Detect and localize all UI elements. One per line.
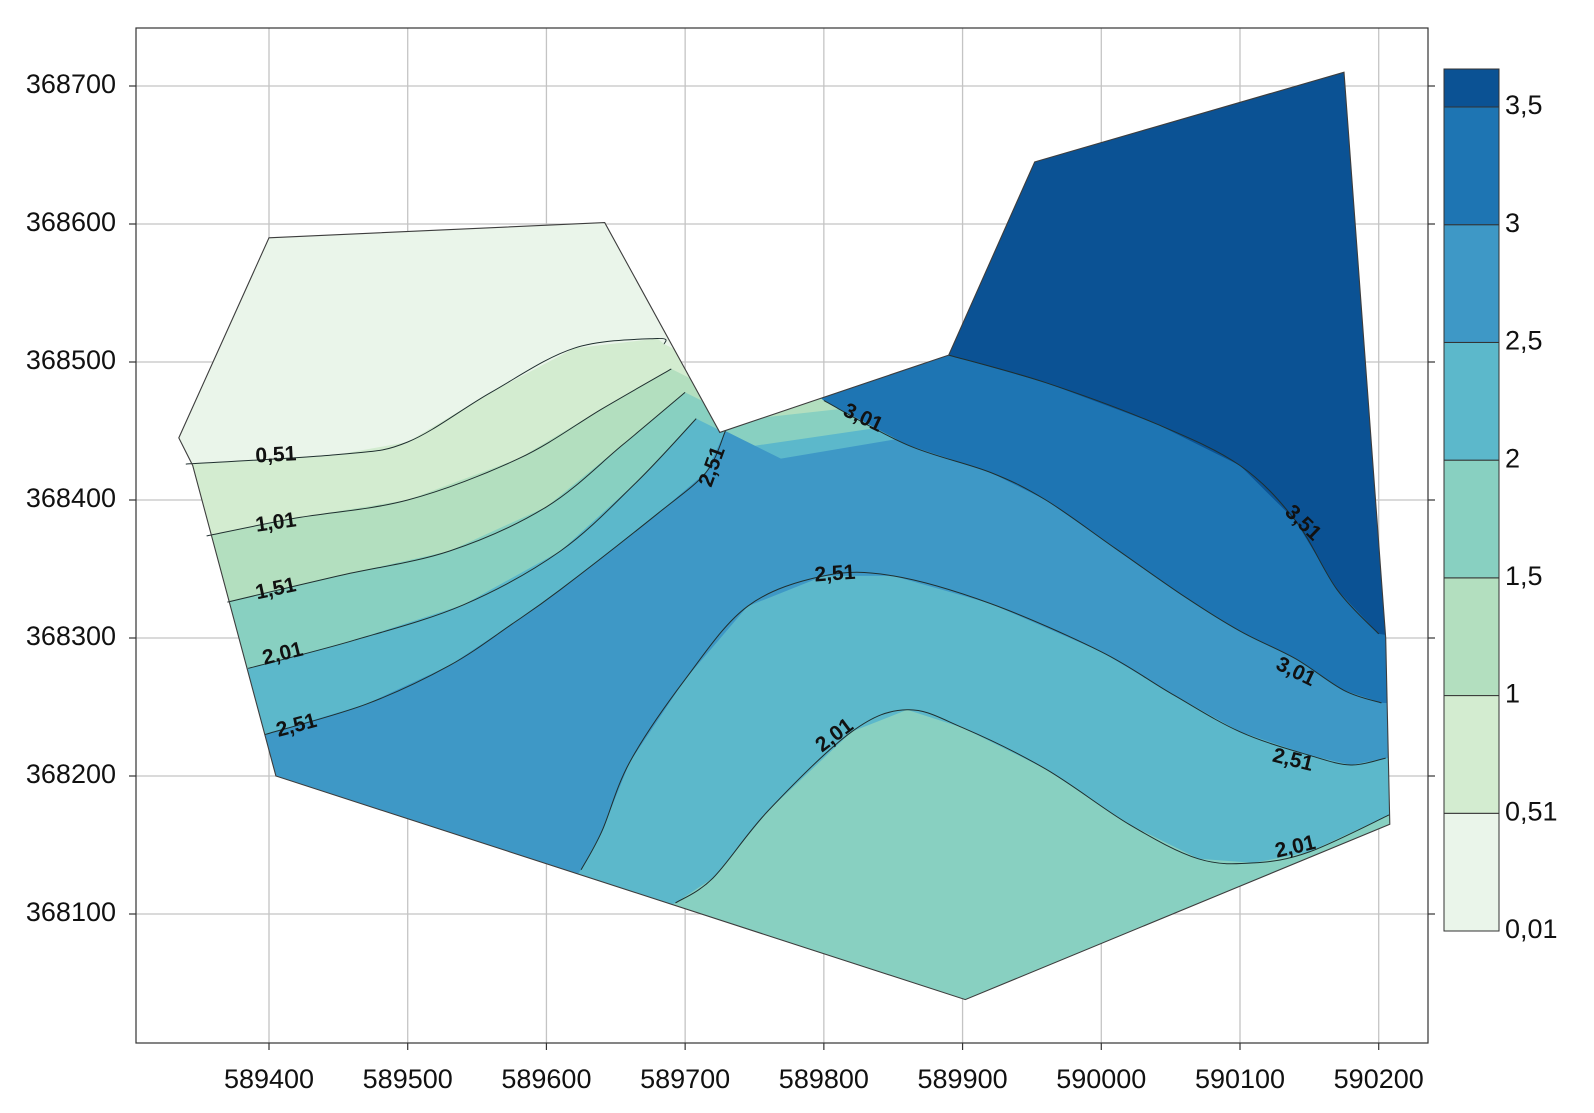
contour-lines <box>185 337 1391 904</box>
colorbar-label: 1,5 <box>1505 561 1543 591</box>
y-tick-label: 368300 <box>26 621 116 651</box>
y-tick-label: 368400 <box>26 483 116 513</box>
contour-line-3_51 <box>948 354 1380 635</box>
contour-line-1_01 <box>206 368 672 537</box>
x-tick-label: 590200 <box>1334 1064 1424 1094</box>
contour-label: 1,01 <box>254 508 298 537</box>
colorbar-swatch <box>1443 459 1500 579</box>
x-tick-label: 589400 <box>224 1064 314 1094</box>
x-tick-label: 589600 <box>501 1064 591 1094</box>
contour-line-0_51 <box>185 337 667 465</box>
y-tick-label: 368100 <box>26 897 116 927</box>
band-south-1.51-2.01 <box>629 709 1390 1000</box>
domain-outline <box>178 71 1391 1001</box>
filled-contours <box>178 72 1390 1000</box>
y-tick-label: 368600 <box>26 207 116 237</box>
colorbar-swatch <box>1443 577 1500 697</box>
colorbar-label: 2,5 <box>1505 326 1543 356</box>
x-tick-label: 589900 <box>918 1064 1008 1094</box>
colorbar-swatch <box>1443 812 1500 932</box>
x-tick-label: 590100 <box>1195 1064 1285 1094</box>
x-tick-label: 589700 <box>640 1064 730 1094</box>
colorbar-label: 2 <box>1505 443 1520 473</box>
x-tick-label: 590000 <box>1056 1064 1146 1094</box>
colorbar-label: 0,01 <box>1505 914 1558 944</box>
y-tick-label: 368200 <box>26 759 116 789</box>
colorbar-swatch <box>1443 341 1500 461</box>
colorbar-label: 3,5 <box>1505 90 1543 120</box>
colorbar-label: 3 <box>1505 208 1520 238</box>
contour-label: 0,51 <box>255 442 297 467</box>
contour-line-1_51 <box>227 392 686 603</box>
colorbar-swatch <box>1443 695 1500 814</box>
colorbar-swatch <box>1443 224 1500 343</box>
colorbar-swatch <box>1443 106 1500 226</box>
colorbar: 0,01 0,51 1 1,5 2 2,5 3 3,5 <box>1443 68 1558 944</box>
contour-line-2_01 <box>248 418 697 669</box>
contour-line-2_01 <box>675 709 1391 904</box>
y-axis: 368100 368200 368300 368400 368500 368600 3687… <box>26 69 1435 927</box>
contour-label: 2,51 <box>814 561 857 587</box>
y-tick-label: 368700 <box>26 69 116 99</box>
colorbar-label: 0,51 <box>1505 796 1558 826</box>
contour-line-2_51 <box>264 430 726 736</box>
y-tick-label: 368500 <box>26 345 116 375</box>
colorbar-label: 1 <box>1505 679 1520 709</box>
contour-line-3_01 <box>823 400 1382 704</box>
x-tick-label: 589500 <box>363 1064 453 1094</box>
colorbar-swatch <box>1443 68 1500 108</box>
plot-frame <box>135 27 1429 1044</box>
contour-line-2_51 <box>580 571 1386 871</box>
x-tick-label: 589800 <box>779 1064 869 1094</box>
contour-labels: 0,511,011,512,012,512,513,012,512,013,51… <box>253 399 1326 863</box>
x-axis: 589400 589500 589600 589700 589800 589900 5900… <box>224 1043 1424 1094</box>
